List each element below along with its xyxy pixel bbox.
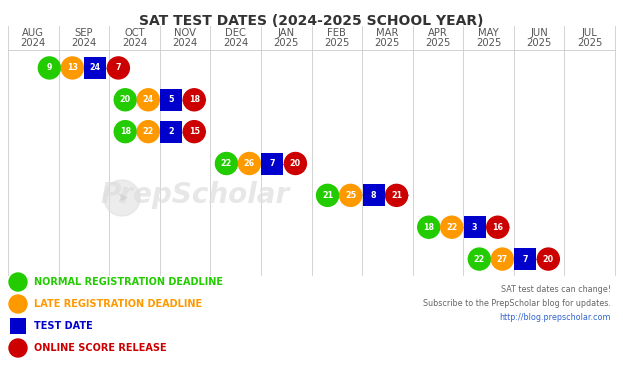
Circle shape	[316, 185, 338, 207]
Text: 5: 5	[168, 95, 174, 104]
Text: 22: 22	[473, 255, 485, 264]
Text: 2025: 2025	[324, 38, 350, 48]
Circle shape	[468, 248, 490, 270]
Circle shape	[239, 152, 260, 174]
Text: 21: 21	[322, 191, 333, 200]
FancyBboxPatch shape	[160, 121, 183, 143]
Text: 18: 18	[189, 95, 200, 104]
Text: 25: 25	[345, 191, 356, 200]
Text: SAT TEST DATES (2024-2025 SCHOOL YEAR): SAT TEST DATES (2024-2025 SCHOOL YEAR)	[140, 14, 483, 28]
Text: 16: 16	[492, 223, 503, 232]
Text: ONLINE SCORE RELEASE: ONLINE SCORE RELEASE	[34, 343, 166, 353]
Text: 9: 9	[47, 63, 52, 73]
Circle shape	[340, 185, 361, 207]
Text: OCT: OCT	[124, 28, 145, 38]
Text: http://blog.prepscholar.com: http://blog.prepscholar.com	[500, 313, 611, 322]
Text: 2024: 2024	[173, 38, 197, 48]
Text: 2025: 2025	[577, 38, 602, 48]
Circle shape	[216, 152, 237, 174]
Text: 15: 15	[189, 127, 200, 136]
Text: 20: 20	[290, 159, 301, 168]
Text: 2024: 2024	[223, 38, 248, 48]
Text: 8: 8	[371, 191, 376, 200]
Text: NOV: NOV	[174, 28, 196, 38]
Text: 3: 3	[472, 223, 477, 232]
Circle shape	[137, 89, 159, 111]
Text: 20: 20	[120, 95, 131, 104]
Text: 2024: 2024	[21, 38, 46, 48]
Text: SEP: SEP	[75, 28, 93, 38]
Circle shape	[386, 185, 407, 207]
Text: 2024: 2024	[122, 38, 147, 48]
Text: PrepScholar: PrepScholar	[100, 181, 290, 209]
Text: 27: 27	[497, 255, 508, 264]
FancyBboxPatch shape	[84, 57, 107, 79]
Text: 13: 13	[67, 63, 78, 73]
Circle shape	[492, 248, 513, 270]
Text: NORMAL REGISTRATION DEADLINE: NORMAL REGISTRATION DEADLINE	[34, 277, 223, 287]
Circle shape	[107, 57, 130, 79]
Text: 2025: 2025	[526, 38, 552, 48]
FancyBboxPatch shape	[262, 152, 283, 174]
Text: JUL: JUL	[582, 28, 597, 38]
Text: FEB: FEB	[327, 28, 346, 38]
Text: DEC: DEC	[225, 28, 246, 38]
Text: 22: 22	[143, 127, 154, 136]
Circle shape	[9, 339, 27, 357]
Text: ➤: ➤	[116, 191, 128, 205]
Text: TEST DATE: TEST DATE	[34, 321, 93, 331]
Text: 2025: 2025	[374, 38, 400, 48]
Text: SAT test dates can change!: SAT test dates can change!	[501, 286, 611, 295]
Text: 7: 7	[523, 255, 528, 264]
FancyBboxPatch shape	[363, 185, 384, 207]
Text: 2025: 2025	[476, 38, 502, 48]
Text: 18: 18	[120, 127, 131, 136]
Text: 2025: 2025	[273, 38, 299, 48]
Circle shape	[62, 57, 83, 79]
FancyBboxPatch shape	[515, 248, 536, 270]
Text: 7: 7	[270, 159, 275, 168]
Text: 24: 24	[90, 63, 101, 73]
Text: APR: APR	[428, 28, 448, 38]
Circle shape	[418, 216, 440, 238]
Circle shape	[39, 57, 60, 79]
Text: 20: 20	[543, 255, 554, 264]
Text: 2024: 2024	[71, 38, 97, 48]
Text: LATE REGISTRATION DEADLINE: LATE REGISTRATION DEADLINE	[34, 299, 202, 309]
Text: 2025: 2025	[426, 38, 450, 48]
Text: JUN: JUN	[530, 28, 548, 38]
Circle shape	[9, 295, 27, 313]
Circle shape	[114, 89, 136, 111]
FancyBboxPatch shape	[160, 89, 183, 111]
Circle shape	[537, 248, 559, 270]
Text: 26: 26	[244, 159, 255, 168]
Text: MAR: MAR	[376, 28, 399, 38]
Circle shape	[285, 152, 307, 174]
Text: Subscribe to the PrepScholar blog for updates.: Subscribe to the PrepScholar blog for up…	[423, 300, 611, 308]
Text: AUG: AUG	[22, 28, 44, 38]
Text: 7: 7	[116, 63, 121, 73]
Text: MAY: MAY	[478, 28, 499, 38]
Text: 18: 18	[423, 223, 434, 232]
Circle shape	[183, 121, 205, 143]
Circle shape	[9, 273, 27, 291]
Circle shape	[114, 121, 136, 143]
Text: 22: 22	[446, 223, 457, 232]
FancyBboxPatch shape	[10, 318, 26, 334]
Text: 21: 21	[391, 191, 402, 200]
Text: 24: 24	[143, 95, 154, 104]
Circle shape	[183, 89, 205, 111]
FancyBboxPatch shape	[464, 216, 486, 238]
Text: 2: 2	[168, 127, 174, 136]
Circle shape	[137, 121, 159, 143]
Text: 22: 22	[221, 159, 232, 168]
Text: JAN: JAN	[278, 28, 295, 38]
Circle shape	[487, 216, 509, 238]
Circle shape	[104, 180, 140, 216]
Circle shape	[440, 216, 463, 238]
